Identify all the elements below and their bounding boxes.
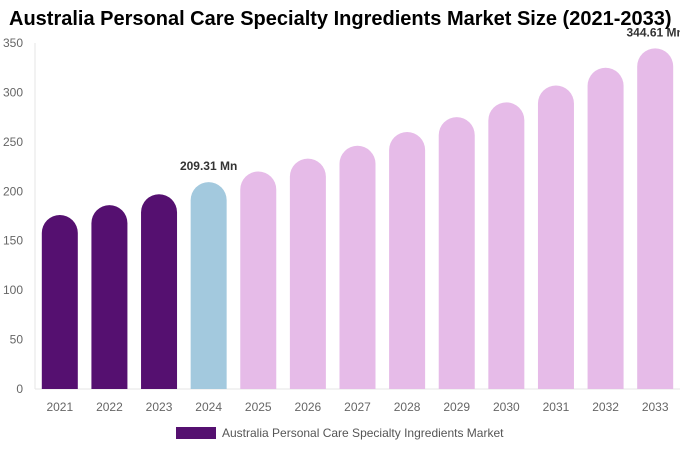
y-tick-label: 100 bbox=[3, 283, 23, 297]
bar-2033 bbox=[637, 48, 674, 389]
bar-2032 bbox=[587, 67, 624, 389]
data-label: 209.31 Mn bbox=[180, 159, 237, 173]
bar-2022 bbox=[91, 205, 128, 389]
x-tick-label: 2023 bbox=[146, 400, 173, 414]
x-tick-label: 2022 bbox=[96, 400, 123, 414]
y-tick-label: 250 bbox=[3, 135, 23, 149]
bar-2027 bbox=[339, 145, 376, 389]
x-tick-label: 2033 bbox=[642, 400, 669, 414]
x-tick-label: 2028 bbox=[394, 400, 421, 414]
y-tick-label: 0 bbox=[16, 382, 23, 396]
y-tick-label: 300 bbox=[3, 85, 23, 99]
y-tick-label: 150 bbox=[3, 234, 23, 248]
x-tick-label: 2021 bbox=[46, 400, 73, 414]
y-tick-label: 350 bbox=[3, 36, 23, 50]
y-tick-label: 50 bbox=[10, 333, 24, 347]
data-label: 344.61 Mn bbox=[627, 25, 680, 39]
bar-2026 bbox=[289, 158, 326, 389]
x-tick-label: 2027 bbox=[344, 400, 371, 414]
legend-swatch bbox=[176, 427, 216, 439]
x-tick-label: 2032 bbox=[592, 400, 619, 414]
x-tick-label: 2024 bbox=[195, 400, 222, 414]
bar-2029 bbox=[438, 117, 475, 389]
x-tick-label: 2025 bbox=[245, 400, 272, 414]
bar-2025 bbox=[240, 171, 277, 389]
legend-label: Australia Personal Care Specialty Ingred… bbox=[222, 426, 504, 440]
bar-2030 bbox=[488, 102, 525, 389]
bar-2023 bbox=[141, 194, 178, 389]
bar-2021 bbox=[41, 215, 78, 389]
x-tick-label: 2030 bbox=[493, 400, 520, 414]
y-tick-label: 200 bbox=[3, 184, 23, 198]
bar-2028 bbox=[389, 131, 426, 389]
x-tick-label: 2031 bbox=[543, 400, 570, 414]
chart-title: Australia Personal Care Specialty Ingred… bbox=[9, 8, 672, 30]
x-tick-label: 2029 bbox=[443, 400, 470, 414]
legend: Australia Personal Care Specialty Ingred… bbox=[176, 426, 503, 440]
x-tick-label: 2026 bbox=[295, 400, 322, 414]
bar-2024 bbox=[190, 182, 227, 389]
bar-2031 bbox=[537, 85, 574, 389]
